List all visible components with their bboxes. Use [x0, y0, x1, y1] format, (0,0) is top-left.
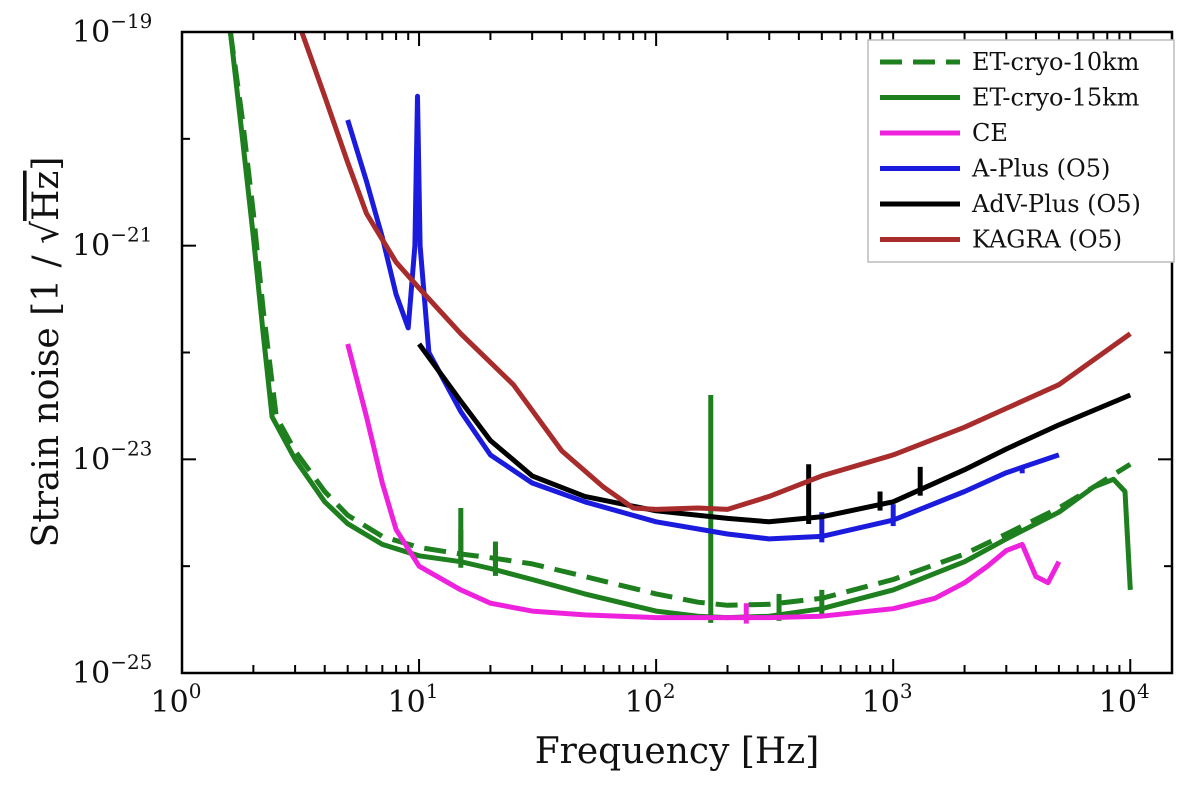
x-tick-label: 101 — [388, 679, 439, 720]
y-axis-label: Strain noise [1 / √Hz] — [26, 157, 67, 548]
ticks-layer: 100 101 102 103 104 10−25 10−23 10−21 10−19 — [72, 9, 1172, 720]
y-axis-label-prefix: Strain noise [1 / — [26, 244, 67, 548]
sqrt-symbol: √ — [26, 221, 67, 244]
x-tick-label: 102 — [625, 679, 676, 720]
svg-text:Strain noise [1 / √Hz]: Strain noise [1 / √Hz] — [26, 157, 67, 548]
legend: ET-cryo-10km ET-cryo-15km CE A-Plus (O5) AdV… — [867, 39, 1175, 263]
series-line-et-cryo-15km — [227, 32, 1133, 621]
y-tick-label: 10−21 — [72, 223, 152, 264]
legend-label-ce: CE — [972, 119, 1008, 147]
x-tick-label: 104 — [1099, 679, 1150, 720]
x-axis-label: Frequency [Hz] — [535, 731, 820, 772]
y-tick-label: 10−25 — [72, 650, 152, 691]
y-tick-label: 10−23 — [72, 436, 152, 477]
series-line-et-cryo-10km — [227, 32, 1132, 608]
legend-label-et-cryo-15km: ET-cryo-15km — [972, 84, 1140, 112]
series-line-kagra-o5 — [299, 32, 1132, 512]
y-axis-label-suffix: ] — [26, 157, 67, 171]
y-axis-label-unit: Hz — [26, 171, 67, 221]
series-line-adv-plus-o5 — [417, 342, 1132, 525]
legend-label-a-plus-o5: A-Plus (O5) — [971, 155, 1110, 183]
series-line-a-plus-o5 — [345, 93, 1060, 542]
series-layer — [227, 32, 1133, 624]
legend-label-adv-plus-o5: AdV-Plus (O5) — [971, 190, 1141, 218]
series-line-ce — [345, 343, 1062, 621]
x-tick-label: 100 — [151, 679, 202, 720]
y-tick-label: 10−19 — [72, 9, 152, 50]
legend-label-et-cryo-10km: ET-cryo-10km — [972, 48, 1140, 76]
legend-box — [867, 39, 1175, 263]
x-tick-label: 103 — [862, 679, 913, 720]
legend-label-kagra-o5: KAGRA (O5) — [972, 226, 1122, 254]
